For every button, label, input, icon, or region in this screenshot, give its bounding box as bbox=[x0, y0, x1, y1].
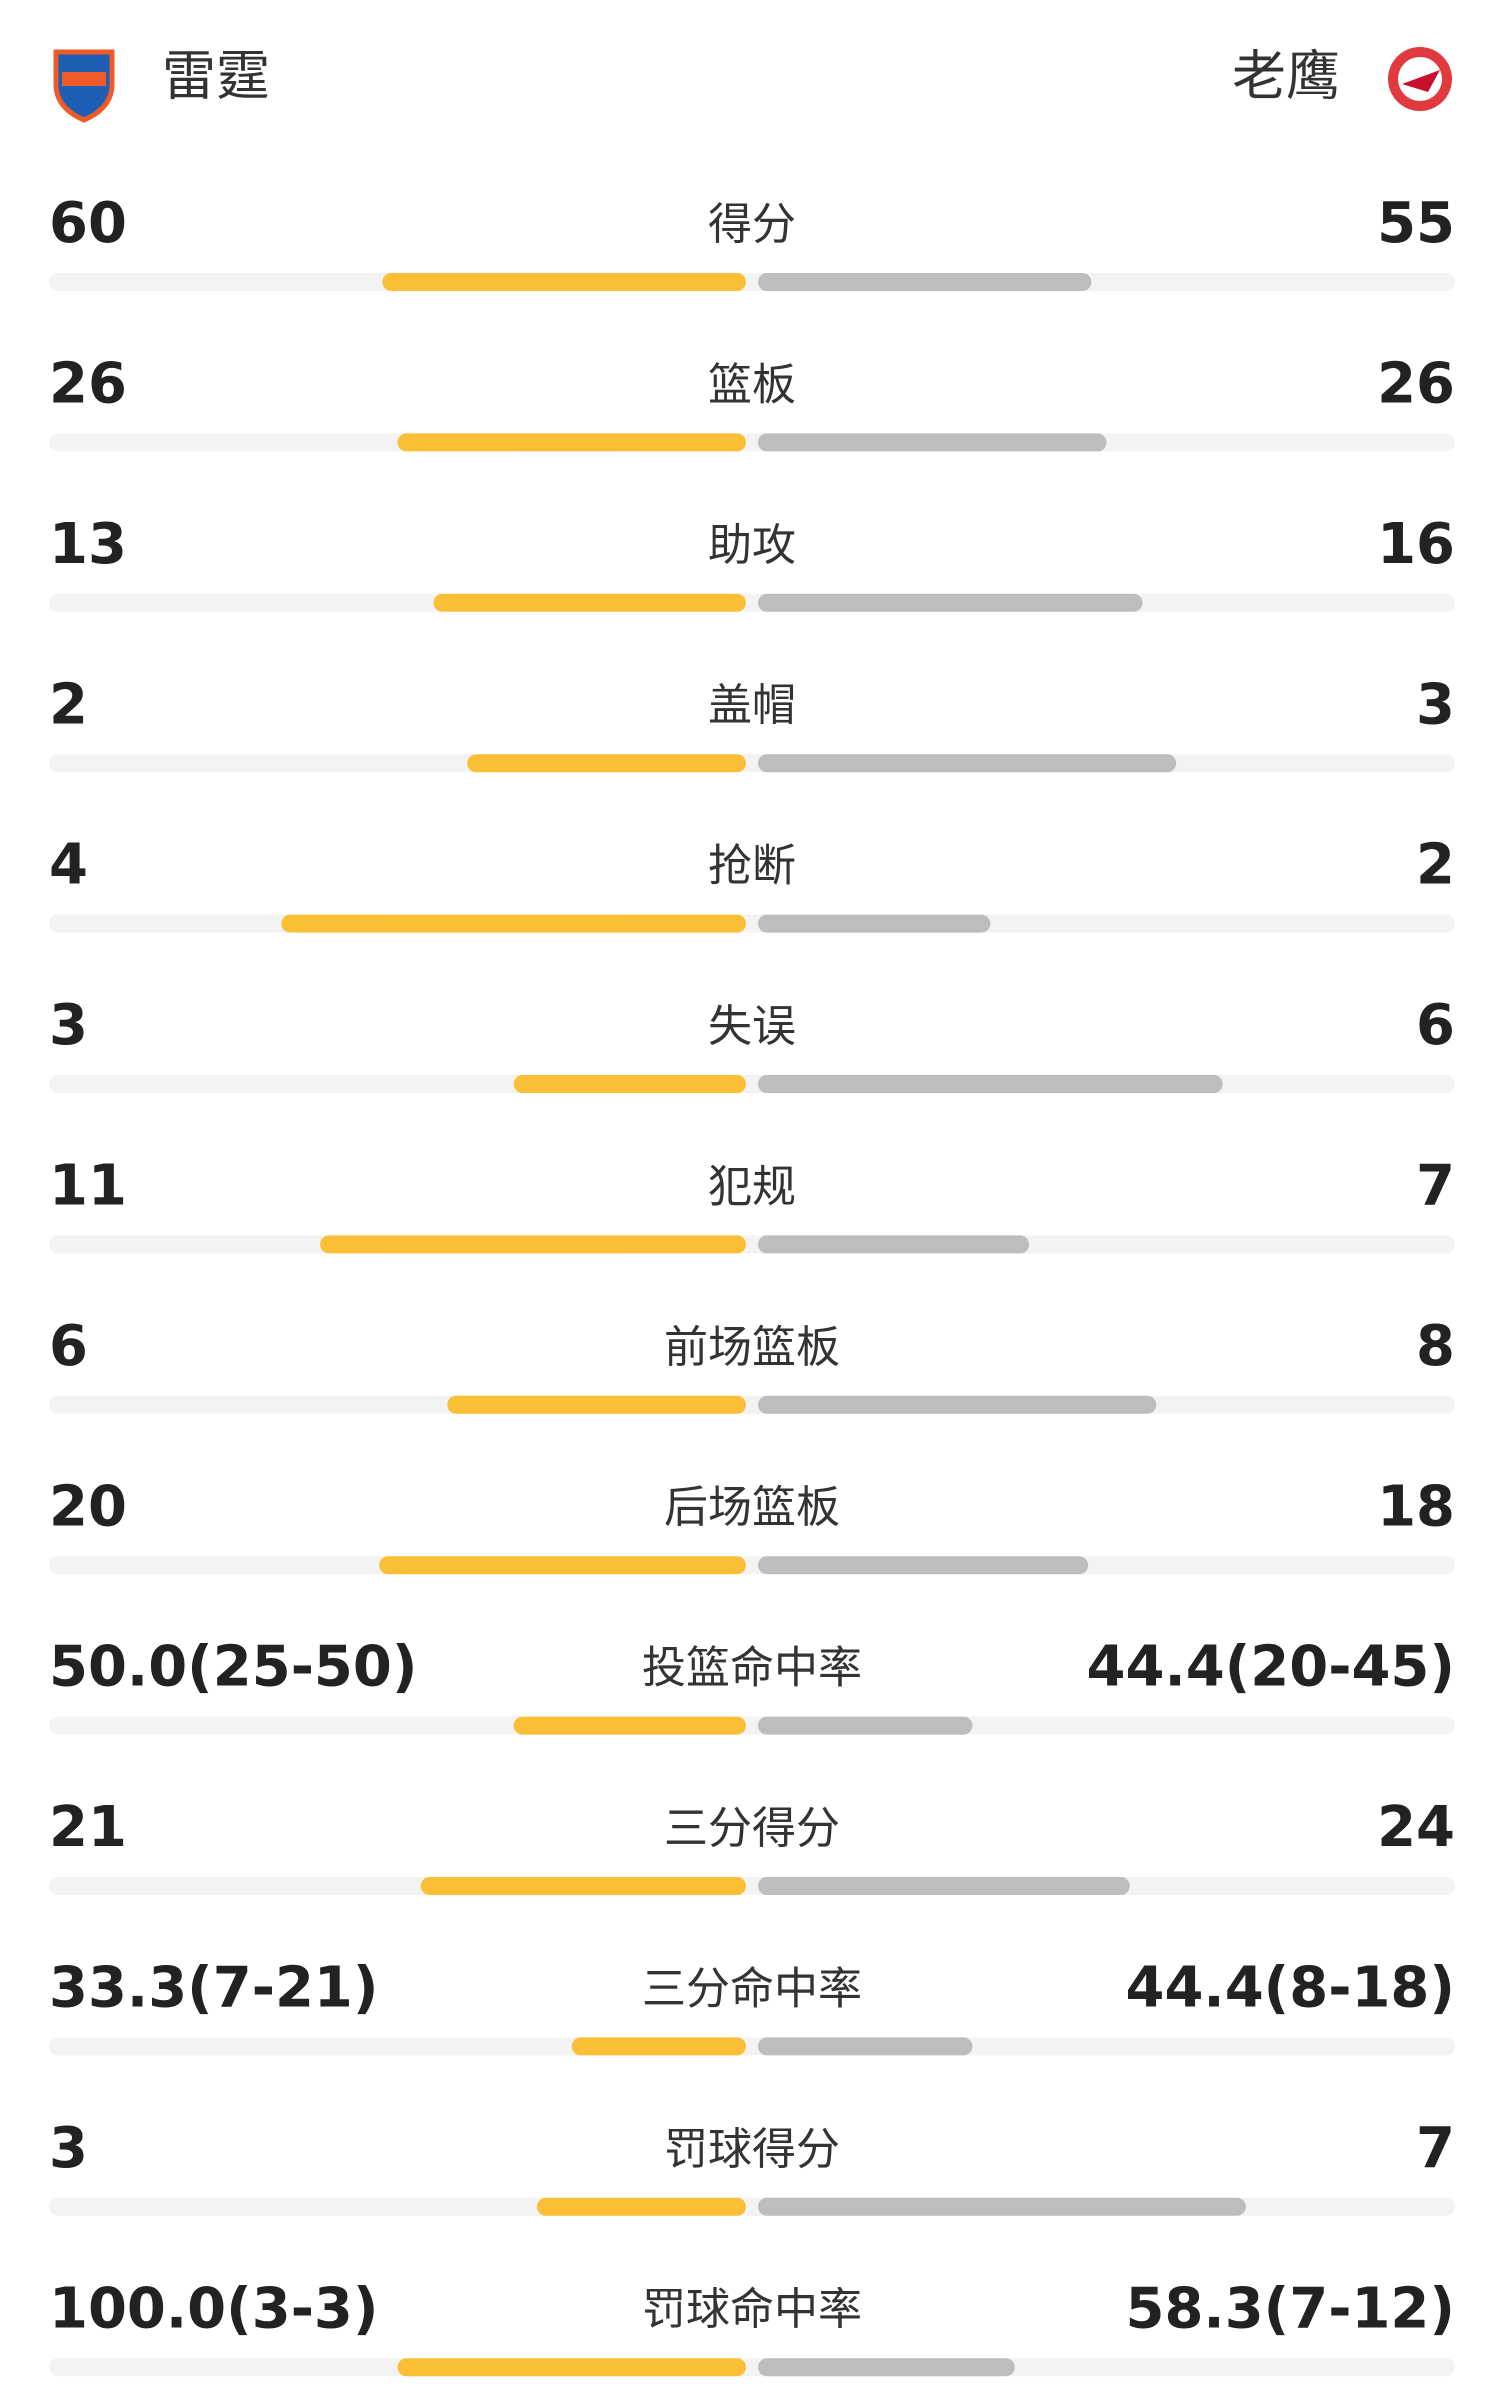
home-bar bbox=[571, 2037, 746, 2056]
away-bar bbox=[758, 914, 991, 933]
home-bar bbox=[447, 1395, 746, 1414]
away-bar bbox=[758, 433, 1107, 452]
away-bar bbox=[758, 1556, 1089, 1575]
home-value: 21 bbox=[49, 1795, 127, 1860]
bar-track bbox=[49, 1395, 1455, 1414]
stat-label: 罚球命中率 bbox=[642, 2284, 862, 2335]
away-bar bbox=[758, 1235, 1030, 1254]
stat-label: 罚球得分 bbox=[664, 2124, 840, 2175]
away-value: 18 bbox=[1377, 1474, 1455, 1539]
home-bar bbox=[433, 593, 746, 612]
away-bar bbox=[758, 1395, 1157, 1414]
bar-track bbox=[49, 2358, 1455, 2377]
stat-label: 后场篮板 bbox=[664, 1482, 840, 1533]
away-value: 7 bbox=[1416, 1154, 1455, 1219]
stat-label: 失误 bbox=[708, 1001, 796, 1052]
away-bar bbox=[758, 2037, 973, 2056]
bar-track bbox=[49, 1716, 1455, 1735]
away-value: 7 bbox=[1416, 2116, 1455, 2181]
away-value: 24 bbox=[1377, 1795, 1455, 1860]
stat-label: 盖帽 bbox=[708, 680, 796, 731]
home-value: 3 bbox=[49, 993, 88, 1058]
stat-label: 助攻 bbox=[708, 520, 796, 571]
away-value: 58.3(7-12) bbox=[1126, 2276, 1456, 2341]
away-value: 3 bbox=[1416, 672, 1455, 737]
home-team: 雷霆 bbox=[162, 45, 270, 108]
away-value: 55 bbox=[1377, 191, 1455, 256]
stat-label: 投篮命中率 bbox=[642, 1643, 862, 1694]
away-bar bbox=[758, 1075, 1223, 1093]
bar-track bbox=[49, 754, 1455, 773]
stat-label: 犯规 bbox=[708, 1161, 796, 1212]
home-bar bbox=[397, 433, 746, 452]
away-logo bbox=[1388, 47, 1452, 111]
home-bar bbox=[379, 1556, 746, 1575]
home-bar bbox=[536, 2197, 746, 2216]
away-value: 2 bbox=[1416, 833, 1455, 898]
away-value: 8 bbox=[1416, 1314, 1455, 1379]
stat-label: 前场篮板 bbox=[664, 1322, 840, 1373]
home-value: 20 bbox=[49, 1474, 127, 1539]
stat-label: 三分得分 bbox=[664, 1803, 840, 1854]
bar-track bbox=[49, 1877, 1455, 1895]
away-bar bbox=[758, 593, 1143, 612]
home-value: 6 bbox=[49, 1314, 88, 1379]
away-value: 44.4(8-18) bbox=[1126, 1956, 1456, 2021]
away-value: 6 bbox=[1416, 993, 1455, 1058]
away-bar bbox=[758, 2358, 1015, 2377]
home-bar bbox=[382, 273, 746, 291]
home-bar bbox=[513, 1716, 746, 1735]
away-bar bbox=[758, 754, 1177, 773]
home-bar bbox=[281, 914, 746, 933]
away-value: 16 bbox=[1377, 512, 1455, 577]
home-value: 60 bbox=[49, 191, 127, 256]
stat-label: 得分 bbox=[708, 199, 796, 250]
away-value: 44.4(20-45) bbox=[1087, 1635, 1455, 1700]
home-value: 11 bbox=[49, 1154, 127, 1219]
home-value: 26 bbox=[49, 352, 127, 417]
bar-track bbox=[49, 593, 1455, 612]
home-value: 3 bbox=[49, 2116, 88, 2181]
away-bar bbox=[758, 273, 1092, 291]
home-logo bbox=[53, 49, 115, 123]
home-value: 2 bbox=[49, 672, 88, 737]
home-bar bbox=[513, 1075, 746, 1093]
bar-track bbox=[49, 1235, 1455, 1254]
home-value: 13 bbox=[49, 512, 127, 577]
stat-label: 篮板 bbox=[708, 359, 796, 410]
bar-track bbox=[49, 1075, 1455, 1093]
home-bar bbox=[420, 1877, 746, 1895]
bar-track bbox=[49, 1556, 1455, 1575]
home-bar bbox=[320, 1235, 746, 1254]
away-bar bbox=[758, 2197, 1246, 2216]
bar-track bbox=[49, 433, 1455, 452]
away-bar bbox=[758, 1716, 973, 1735]
stat-label: 三分命中率 bbox=[642, 1963, 862, 2014]
home-value: 33.3(7-21) bbox=[49, 1956, 379, 2021]
home-bar bbox=[467, 754, 746, 773]
away-team: 老鹰 bbox=[1232, 45, 1340, 108]
home-value: 100.0(3-3) bbox=[49, 2276, 379, 2341]
bar-track bbox=[49, 2037, 1455, 2056]
away-value: 26 bbox=[1377, 352, 1455, 417]
stat-label: 抢断 bbox=[708, 841, 796, 892]
home-bar bbox=[397, 2358, 746, 2377]
bar-track bbox=[49, 914, 1455, 933]
home-value: 50.0(25-50) bbox=[49, 1635, 417, 1700]
bar-track bbox=[49, 273, 1455, 291]
home-value: 4 bbox=[49, 833, 88, 898]
away-bar bbox=[758, 1877, 1130, 1895]
